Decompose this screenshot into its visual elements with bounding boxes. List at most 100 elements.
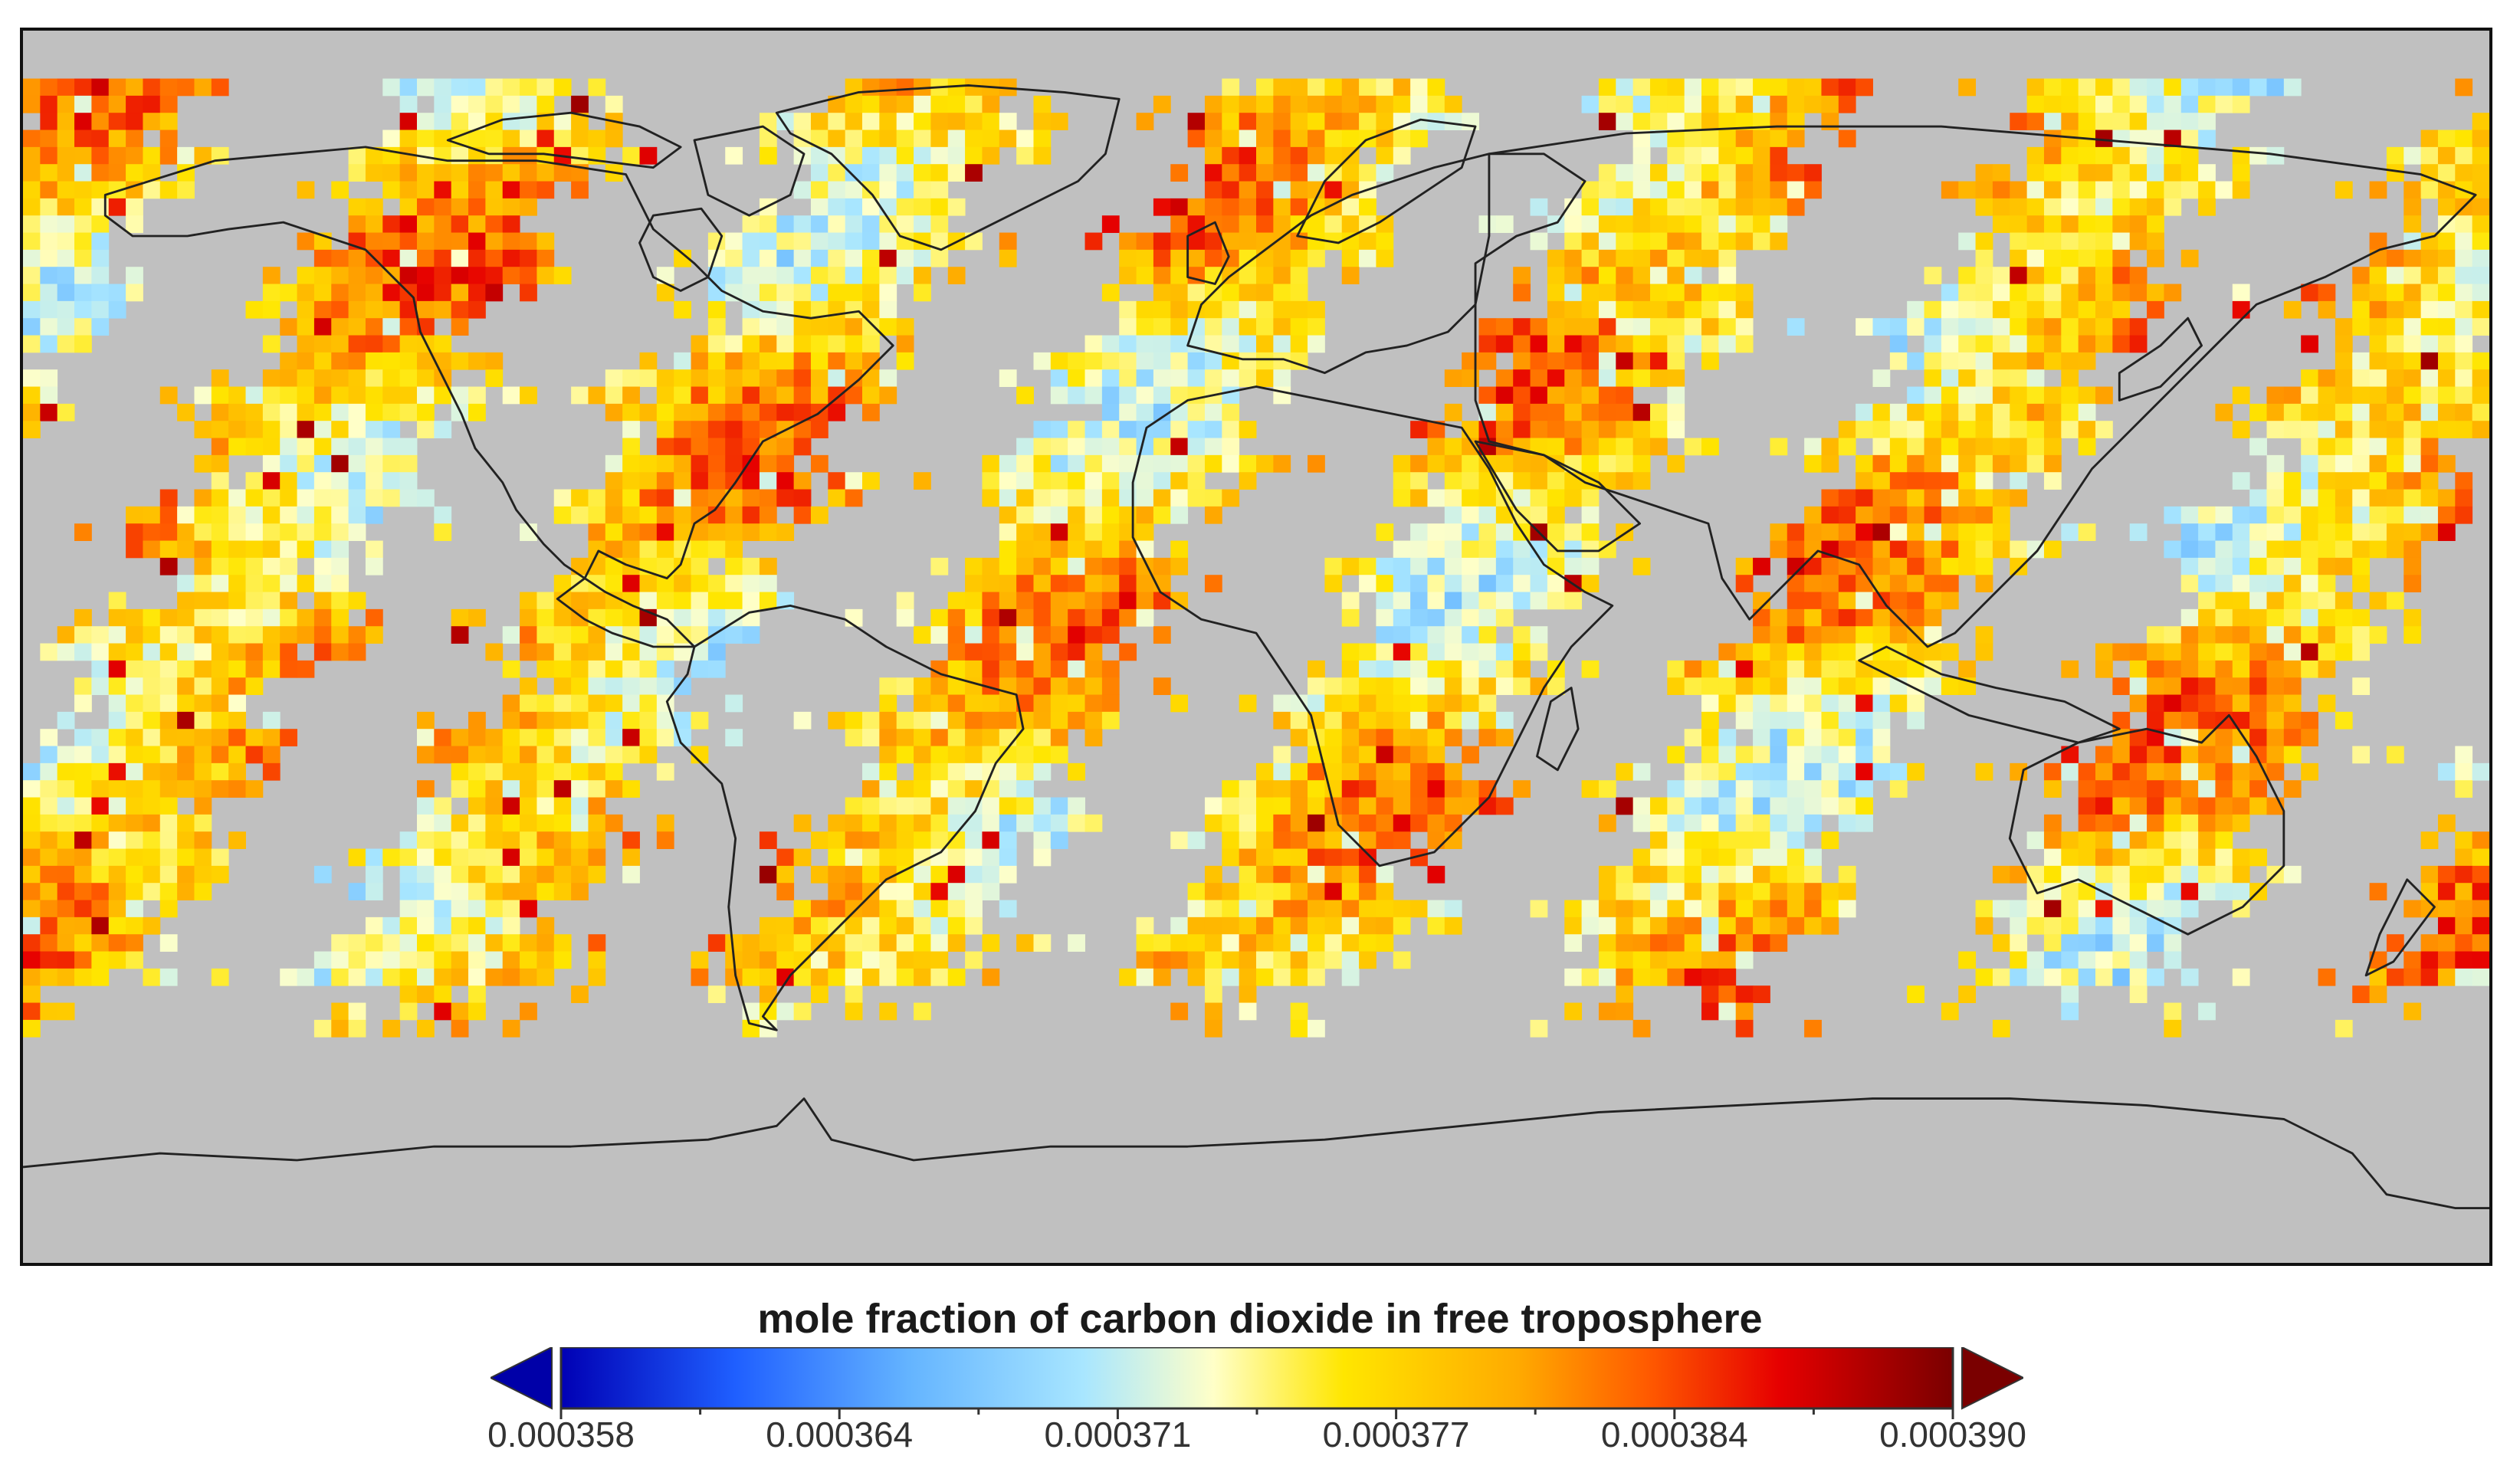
data-cell [2215,660,2233,678]
data-cell [1204,1002,1222,1021]
data-cell [520,643,537,661]
data-cell [2147,643,2164,661]
data-cell [313,557,332,575]
data-cell [1359,215,1376,233]
data-cell [1084,232,1103,251]
data-cell [691,643,709,661]
data-cell [1958,352,1977,370]
data-cell [2420,403,2439,421]
data-cell [211,575,229,592]
data-cell [1530,592,1548,610]
data-cell [1324,951,1343,969]
data-cell [194,694,212,713]
data-cell [810,284,829,302]
data-cell [674,489,691,507]
data-cell [2043,814,2062,832]
data-cell [1427,900,1445,918]
data-cell [520,232,537,251]
data-cell [742,335,760,353]
data-cell [622,729,640,746]
data-cell [485,232,504,251]
data-cell [1581,318,1600,336]
data-cell [520,95,537,113]
data-cell [2437,523,2456,541]
data-cell [2180,113,2199,130]
data-cell [1068,677,1085,695]
data-cell [862,300,880,319]
data-cell [1136,438,1154,456]
data-cell [1701,900,1719,918]
data-cell [639,506,658,524]
data-cell [1222,489,1240,507]
data-cell [1513,386,1531,405]
data-cell [2129,95,2148,113]
data-cell [2215,694,2233,713]
data-cell [1992,968,2010,986]
data-cell [451,831,469,849]
data-cell [2232,677,2250,695]
data-cell [1616,335,1634,353]
data-cell [947,608,966,627]
data-cell [91,130,110,148]
data-cell [2129,762,2148,781]
data-cell [2078,146,2096,165]
data-cell [588,762,606,781]
data-cell [2026,249,2045,267]
data-cell [126,797,143,815]
data-cell [23,335,41,353]
data-cell [1735,883,1754,900]
data-cell [1718,164,1737,182]
data-cell [1649,814,1668,832]
data-cell [674,421,691,438]
data-cell [1581,249,1600,267]
data-cell [2455,130,2473,148]
data-cell [2129,985,2148,1003]
data-cell [348,386,366,405]
data-cell [2078,300,2096,319]
data-cell [1872,711,1891,730]
data-cell [1308,934,1325,952]
data-cell [2386,352,2404,370]
data-cell [1393,814,1411,832]
data-cell [759,557,777,575]
data-cell [1701,677,1719,695]
data-cell [416,729,435,746]
data-cell [845,318,863,336]
data-cell [1410,78,1428,97]
data-cell [1478,711,1497,730]
data-cell [759,267,777,284]
data-cell [999,762,1017,781]
data-cell [2437,130,2456,148]
data-cell [605,454,623,473]
data-cell [1513,592,1531,610]
data-cell [399,848,418,867]
data-cell [1667,369,1685,387]
data-cell [1256,762,1274,781]
data-cell [914,694,931,713]
data-cell [930,951,949,969]
data-cell [348,146,366,165]
data-cell [313,472,332,490]
data-cell [845,1002,863,1021]
data-cell [313,968,332,986]
data-cell [520,831,537,849]
data-cell [1530,232,1548,251]
data-cell [2129,951,2148,969]
data-cell [810,335,829,353]
data-cell [262,489,281,507]
data-cell [725,506,743,524]
data-cell [2026,95,2045,113]
data-cell [2043,900,2062,918]
data-cell [2043,232,2062,251]
data-cell [451,95,469,113]
data-cell [1598,267,1616,284]
data-cell [1598,95,1616,113]
data-cell [1941,421,1959,438]
data-cell [1684,660,1702,678]
data-cell [930,232,949,251]
data-cell [1016,694,1034,713]
data-cell [879,711,897,730]
data-cell [2112,797,2131,815]
data-cell [1787,831,1805,849]
data-cell [2078,267,2096,284]
